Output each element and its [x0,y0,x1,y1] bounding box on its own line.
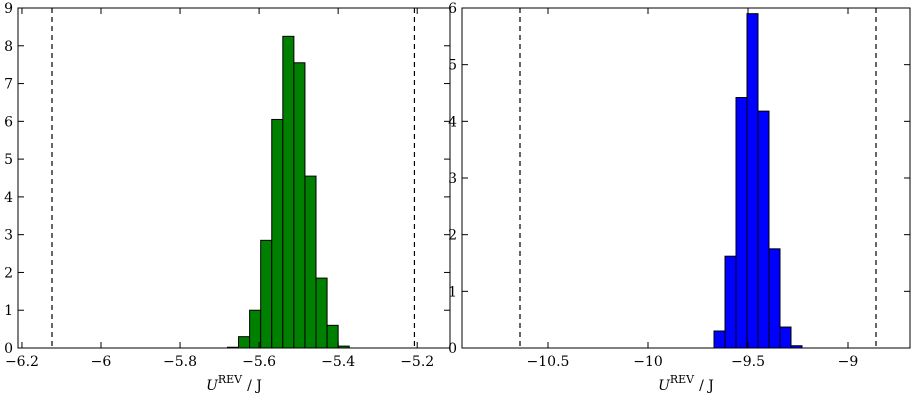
bar [757,110,770,349]
x-axis-label-symbol: U [658,378,671,394]
bar [326,324,339,349]
x-tick-label: −6.2 [5,354,39,370]
x-tick-label: −10 [633,354,663,370]
x-tick-label: −9.5 [731,354,765,370]
x-axis-label-unit: / J [699,378,714,394]
y-tick-label: 4 [448,114,457,130]
y-tick-label: 9 [4,1,13,17]
x-axis-label-superscript: REV [218,373,243,386]
bar [779,326,792,349]
x-tick-label: −9 [838,354,859,370]
x-tick-label: −5.8 [163,354,197,370]
plot-frame [17,7,451,349]
y-tick-label: 6 [448,1,457,17]
x-tick-label: −5.4 [321,354,355,370]
x-axis-label: UREV / J [658,373,714,394]
bar [271,118,284,349]
y-tick-label: 7 [4,77,13,93]
bar [713,330,726,349]
y-tick-label: 8 [4,39,13,55]
y-tick-label: 3 [448,171,457,187]
bar [724,255,737,349]
y-tick-label: 4 [4,190,13,206]
y-tick-label: 2 [448,228,457,244]
y-tick-label: 1 [4,303,13,319]
x-tick-label: −6 [91,354,112,370]
bar [304,175,317,349]
x-tick-label: −10.5 [527,354,570,370]
bar [768,248,781,349]
plot-frame [461,7,911,349]
y-tick-label: 0 [4,341,13,357]
y-tick-label: 6 [4,114,13,130]
bar [746,13,759,349]
y-tick-label: 5 [4,152,13,168]
x-axis-label-superscript: REV [670,373,695,386]
bar [282,35,295,349]
x-tick-label: −5.6 [242,354,276,370]
bar [260,239,273,349]
bar [238,336,251,349]
y-tick-label: 5 [448,58,457,74]
y-tick-label: 1 [448,284,457,300]
x-axis-label-unit: / J [247,378,262,394]
x-axis-label-symbol: U [206,378,219,394]
y-tick-label: 0 [448,341,457,357]
y-tick-label: 2 [4,265,13,281]
bar [315,277,328,349]
y-tick-label: 3 [4,228,13,244]
x-tick-label: −5.2 [400,354,434,370]
bar [293,62,306,349]
bar [735,97,748,349]
x-axis-label: UREV / J [206,373,262,394]
